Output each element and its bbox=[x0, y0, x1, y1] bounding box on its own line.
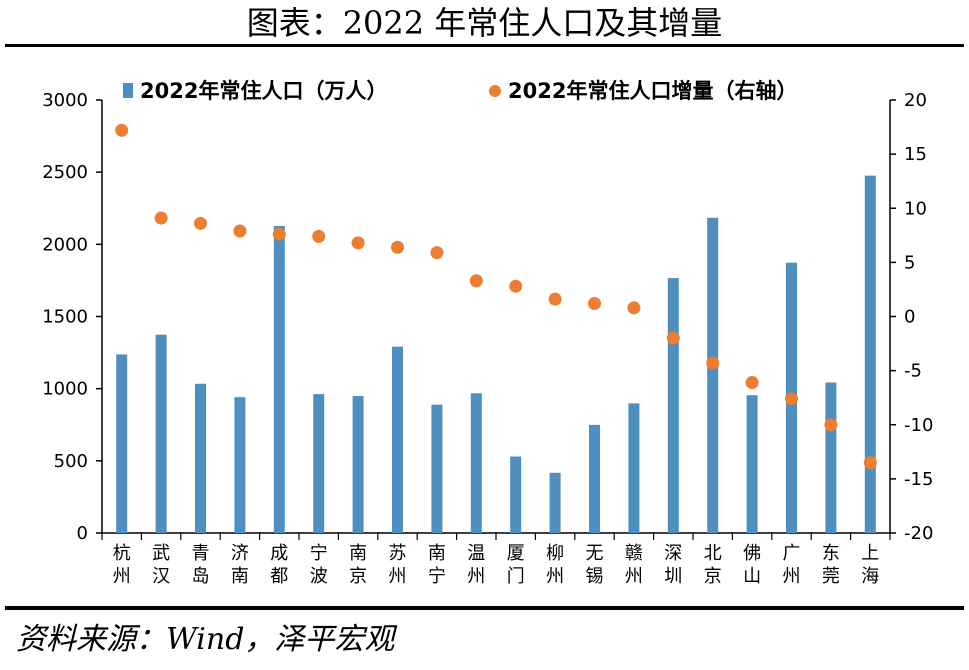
x-tick-label: 南京 bbox=[349, 543, 367, 587]
scatter-point bbox=[666, 331, 680, 345]
source-note: 资料来源：Wind，泽平宏观 bbox=[16, 622, 395, 657]
x-tick-label: 济南 bbox=[231, 543, 249, 587]
x-tick-label: 宁波 bbox=[310, 543, 328, 587]
chart-axes: 0 500 1000 1500 2000 2500 3000 -20 -15 -10 -5 0 5 10 1… bbox=[42, 90, 933, 587]
scatter-point bbox=[745, 376, 759, 390]
scatter-point bbox=[233, 224, 247, 238]
x-tick-label: 赣州 bbox=[625, 543, 643, 587]
x-tick-label: 深圳 bbox=[664, 543, 682, 587]
right-tick-label: 15 bbox=[904, 144, 927, 165]
left-tick-label: 2000 bbox=[42, 234, 88, 255]
left-tick-label: 3000 bbox=[42, 90, 88, 111]
bar bbox=[667, 278, 679, 533]
bar bbox=[864, 175, 876, 533]
x-tick-label: 柳州 bbox=[546, 543, 564, 587]
bar bbox=[392, 346, 403, 533]
x-tick-label: 北京 bbox=[704, 543, 722, 587]
right-tick-label: -15 bbox=[904, 469, 933, 490]
scatter-point bbox=[154, 211, 168, 225]
bar bbox=[234, 397, 246, 533]
x-tick-label: 温州 bbox=[467, 543, 485, 587]
x-tick-label: 佛山 bbox=[743, 543, 761, 587]
scatter-point bbox=[627, 301, 641, 315]
chart-title: 图表：2022 年常住人口及其增量 bbox=[246, 4, 723, 42]
legend-bar-label: 2022年常住人口（万人） bbox=[140, 79, 387, 103]
right-tick-label: -5 bbox=[904, 361, 922, 382]
left-tick-label: 500 bbox=[54, 451, 88, 472]
right-tick-label: 10 bbox=[904, 198, 927, 219]
scatter-point bbox=[351, 236, 365, 250]
scatter-point bbox=[430, 246, 444, 260]
x-tick-label: 无锡 bbox=[586, 543, 604, 587]
x-tick-label: 上海 bbox=[861, 543, 879, 587]
legend-dot-swatch bbox=[489, 85, 501, 97]
bar bbox=[510, 456, 522, 533]
scatter-point bbox=[312, 229, 326, 243]
bar-series bbox=[116, 175, 876, 534]
x-tick-label: 南宁 bbox=[428, 543, 446, 587]
bar bbox=[628, 403, 640, 533]
x-tick-label: 成都 bbox=[270, 543, 288, 587]
scatter-point bbox=[785, 392, 798, 406]
footer-divider bbox=[5, 606, 964, 610]
right-tick-label: 20 bbox=[904, 90, 927, 111]
legend-bar-swatch bbox=[123, 83, 133, 98]
scatter-point bbox=[824, 418, 838, 432]
bar bbox=[352, 396, 364, 533]
scatter-point bbox=[469, 274, 483, 288]
scatter-point bbox=[588, 297, 601, 311]
right-tick-label: -20 bbox=[904, 523, 933, 544]
right-tick-label: -10 bbox=[904, 415, 933, 436]
left-tick-label: 1500 bbox=[42, 307, 88, 328]
scatter-point bbox=[115, 123, 129, 137]
scatter-point bbox=[194, 216, 207, 230]
bar bbox=[313, 394, 325, 533]
legend-dot-label: 2022年常住人口增量（右轴） bbox=[508, 79, 797, 103]
chart-legend: 2022年常住人口（万人） 2022年常住人口增量（右轴） bbox=[123, 79, 797, 103]
bar bbox=[549, 472, 561, 533]
x-tick-label: 广州 bbox=[783, 543, 801, 587]
bar bbox=[155, 334, 167, 533]
bar bbox=[273, 226, 285, 534]
bar bbox=[116, 354, 128, 533]
scatter-point bbox=[272, 227, 286, 241]
scatter-series bbox=[115, 123, 877, 470]
scatter-point bbox=[391, 240, 404, 254]
scatter-point bbox=[706, 356, 720, 370]
bar bbox=[195, 383, 206, 533]
title-divider bbox=[5, 44, 964, 47]
bar bbox=[431, 404, 443, 533]
x-tick-label: 武汉 bbox=[152, 543, 170, 587]
left-tick-label: 2500 bbox=[42, 162, 88, 183]
right-tick-label: 5 bbox=[904, 252, 915, 273]
bar bbox=[589, 424, 600, 533]
x-tick-label: 青岛 bbox=[192, 543, 210, 587]
bar bbox=[746, 395, 758, 533]
scatter-point bbox=[509, 279, 523, 293]
bar bbox=[825, 382, 837, 533]
scatter-point bbox=[863, 456, 877, 470]
right-tick-label: 0 bbox=[904, 307, 915, 328]
bar bbox=[470, 393, 482, 533]
scatter-point bbox=[548, 292, 562, 306]
x-tick-label: 东莞 bbox=[822, 543, 840, 587]
left-tick-label: 1000 bbox=[42, 379, 88, 400]
bar bbox=[707, 217, 719, 533]
left-tick-label: 0 bbox=[77, 523, 88, 544]
x-tick-label: 厦门 bbox=[507, 543, 525, 587]
x-tick-label: 杭州 bbox=[113, 543, 131, 587]
x-tick-label: 苏州 bbox=[389, 543, 407, 587]
